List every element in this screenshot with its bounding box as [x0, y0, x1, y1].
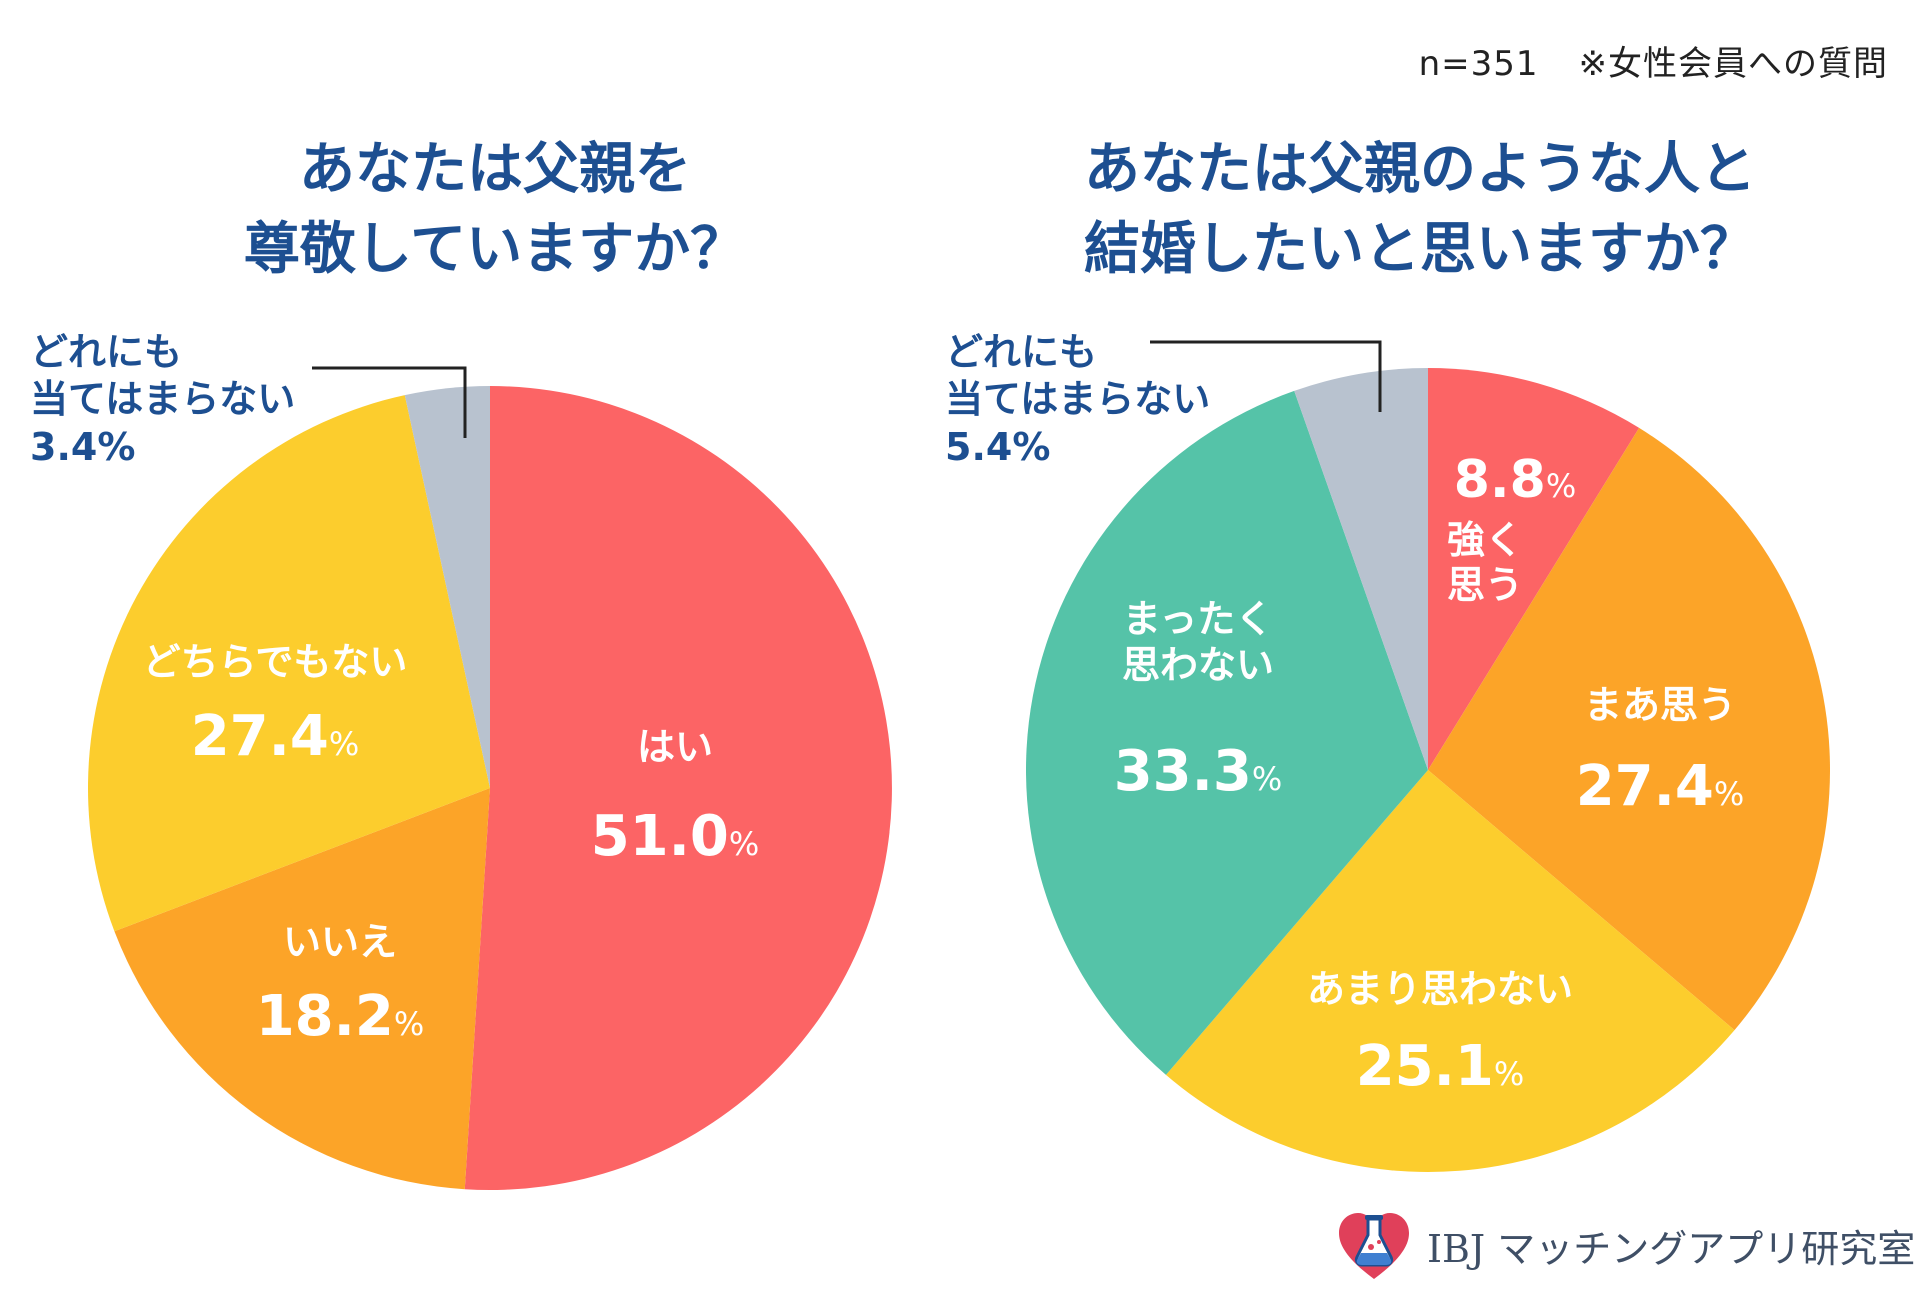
pie-chart-2: 強く思う8.8%まあ思う27.4%あまり思わない25.1%まったく思わない33.… [945, 330, 1831, 1173]
chart-2-slice-1-label: 思う [1447, 563, 1523, 607]
chart-2-slice-5-value: 5.4% [945, 425, 1050, 469]
chart-1-slice-2-label: いいえ [283, 920, 397, 964]
chart-1-title: あなたは父親を 尊敬していますか？ [90, 130, 900, 290]
chart-2-leader-line [1150, 340, 1382, 412]
chart-2-slice-5-label: どれにも [945, 330, 1097, 374]
chart-2-slice-1-unit: % [1546, 467, 1576, 505]
chart-2-slice-3-label: あまり思わない [1307, 967, 1573, 1011]
chart-2-slice-2-unit: % [1714, 775, 1744, 813]
chart-2-title-line-1: あなたは父親のような人と [1084, 137, 1756, 202]
chart-1-slice-3-unit: % [329, 725, 359, 763]
chart-1-slice-3 [87, 395, 490, 932]
chart-1-slice-1-unit: % [729, 825, 759, 863]
chart-2-slice-1-label: 強く [1447, 518, 1523, 562]
brand-logo: IBJ マッチングアプリ研究室 [1335, 1205, 1915, 1285]
chart-2-slice-4-label: 思わない [1122, 643, 1274, 687]
chart-2-title: あなたは父親のような人と 結婚したいと思いますか？ [960, 130, 1880, 290]
brand-name: IBJ マッチングアプリ研究室 [1427, 1226, 1916, 1271]
chart-1-slice-4-label: 当てはまらない [30, 377, 295, 421]
heart-flask-icon [1339, 1213, 1409, 1279]
chart-2-slice-3-unit: % [1494, 1055, 1524, 1093]
chart-1-slice-1 [464, 386, 892, 1190]
chart-2-slice-4 [1026, 390, 1428, 1075]
chart-1-slice-2-unit: % [394, 1005, 424, 1043]
chart-2-slice-4-label: まったく [1123, 597, 1273, 641]
sample-size: n=351 [1418, 44, 1539, 84]
pie-chart-1: はい51.0%いいえ18.2%どちらでもない27.4%どれにも当てはまらない3.… [30, 330, 892, 1190]
survey-note: n=351 ※女性会員への質問 [1419, 36, 1888, 85]
chart-2-slice-4-unit: % [1252, 760, 1282, 798]
chart-2-slice-1 [1428, 368, 1640, 770]
chart-1-title-line-1: あなたは父親を [299, 137, 691, 202]
chart-2-title-line-2: 結婚したいと思いますか？ [1084, 217, 1756, 282]
chart-2-slice-5-label: 当てはまらない [945, 377, 1210, 421]
respondent-note: ※女性会員への質問 [1578, 44, 1888, 84]
chart-2-slice-3 [1165, 770, 1735, 1173]
chart-2-slice-5 [1294, 368, 1428, 770]
chart-2-slice-2-value: 27.4% [1576, 754, 1745, 819]
chart-1-slice-4-value: 3.4% [30, 425, 135, 469]
chart-1-leader-line [312, 366, 467, 438]
chart-2-slice-2 [1428, 427, 1831, 1031]
chart-1-slice-3-label: どちらでもない [143, 640, 408, 684]
chart-2-slice-2-label: まあ思う [1584, 683, 1736, 727]
chart-1-slice-4 [404, 386, 490, 788]
chart-1-title-line-2: 尊敬していますか？ [243, 217, 747, 282]
chart-1-slice-4-label: どれにも [30, 330, 182, 374]
chart-1-slice-1-label: はい [637, 725, 713, 769]
chart-1-slice-2 [114, 788, 491, 1190]
